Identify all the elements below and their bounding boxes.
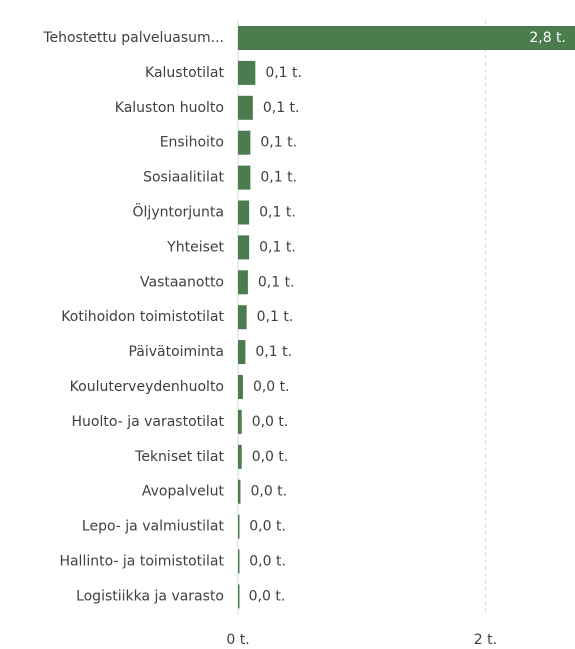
bar (238, 375, 243, 399)
bar (238, 165, 251, 190)
value-label: 0,1 t. (257, 309, 294, 325)
value-label: 0,1 t. (260, 170, 297, 186)
value-label: 0,1 t. (265, 65, 302, 81)
x-tick-label: 0 t. (226, 632, 249, 648)
value-label: 0,1 t. (259, 239, 296, 255)
bar (238, 584, 240, 609)
bar (238, 549, 240, 574)
category-label: Kaluston huolto (115, 100, 224, 116)
category-label: Tehostettu palveluasum... (42, 30, 224, 46)
value-label: 0,1 t. (260, 135, 297, 151)
value-label: 0,1 t. (255, 344, 292, 360)
category-label: Tekniset tilat (134, 449, 224, 465)
category-label: Avopalvelut (142, 484, 225, 500)
bar (238, 26, 575, 50)
category-label: Kalustotilat (145, 65, 224, 81)
category-label: Vastaanotto (140, 274, 224, 290)
category-label: Hallinto- ja toimistotilat (59, 554, 224, 570)
bar (238, 95, 253, 120)
category-label: Sosiaalitilat (143, 170, 224, 186)
value-label: 0,0 t. (252, 414, 289, 430)
bar (238, 479, 241, 504)
value-label: 2,8 t. (529, 30, 566, 46)
bar (238, 270, 248, 295)
value-label: 0,1 t. (259, 205, 296, 221)
value-label: 0,0 t. (250, 484, 287, 500)
bar (238, 444, 242, 469)
bar (238, 340, 246, 365)
category-label: Päivätoiminta (128, 344, 224, 360)
category-label: Kouluterveydenhuolto (70, 379, 224, 395)
x-tick-label: 2 t. (474, 632, 497, 648)
category-label: Yhteiset (166, 239, 224, 255)
bar (238, 235, 250, 260)
value-label: 0,0 t. (253, 379, 290, 395)
category-label: Öljyntorjunta (133, 203, 224, 221)
value-label: 0,0 t. (249, 519, 286, 535)
bar (238, 60, 256, 85)
category-label: Ensihoito (160, 135, 224, 151)
bar (238, 514, 240, 539)
value-label: 0,0 t. (249, 554, 286, 570)
category-label: Kotihoidon toimistotilat (61, 309, 224, 325)
bar (238, 409, 242, 434)
bar (238, 200, 250, 225)
category-label: Huolto- ja varastotilat (72, 414, 225, 430)
category-label: Logistiikka ja varasto (76, 588, 224, 604)
bar (238, 130, 251, 155)
value-label: 0,1 t. (258, 274, 295, 290)
value-label: 0,1 t. (263, 100, 300, 116)
bar (238, 305, 247, 330)
category-label: Lepo- ja valmiustilat (82, 519, 225, 535)
value-label: 0,0 t. (249, 588, 286, 604)
value-label: 0,0 t. (252, 449, 289, 465)
